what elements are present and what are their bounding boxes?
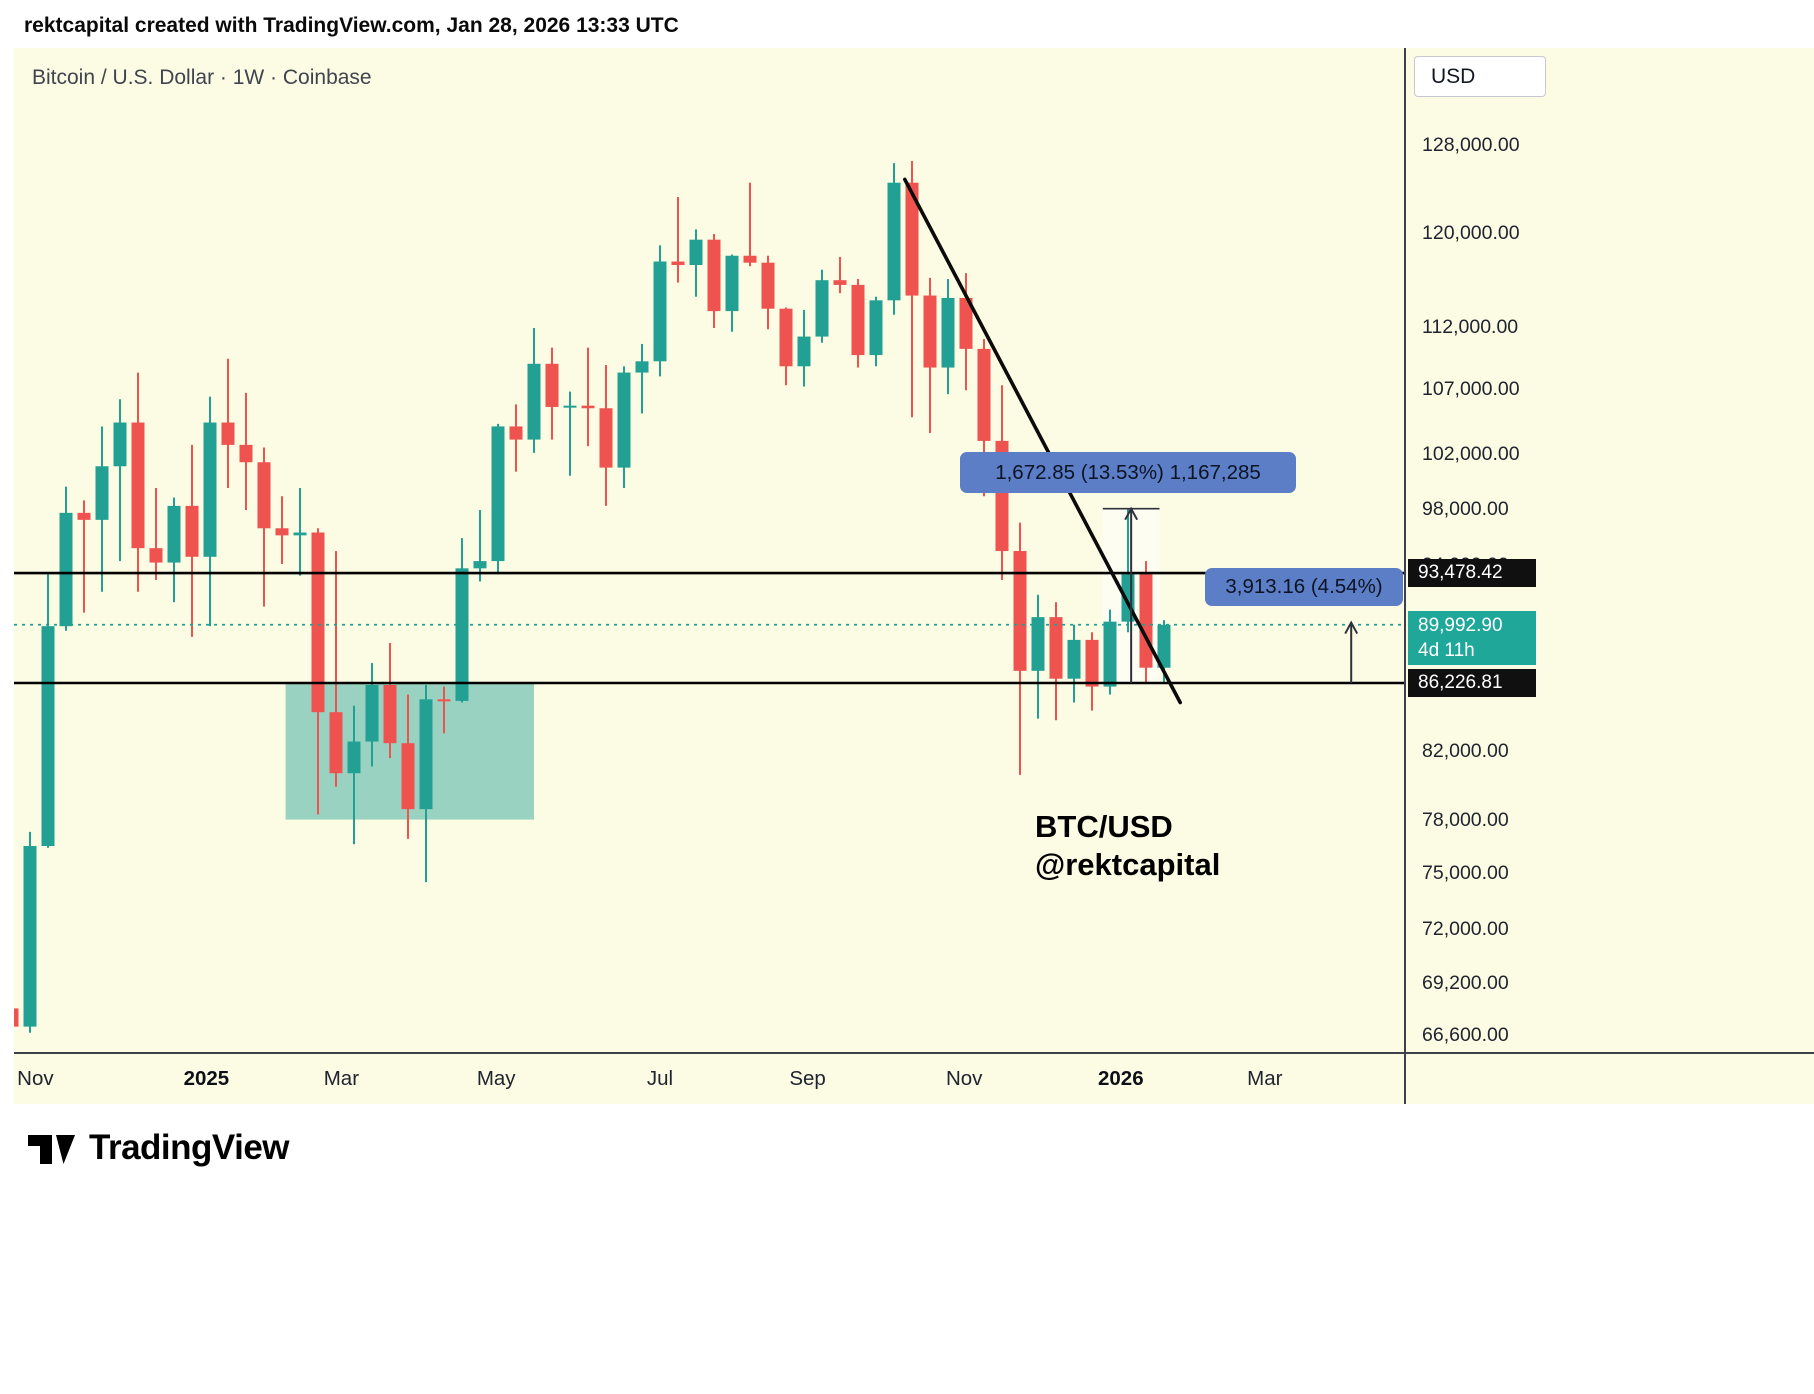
annotation-line1: BTC/USD [1035,809,1173,844]
time-tick: Nov [945,1067,983,1090]
price-axis[interactable]: USD 128,000.00 120,000.00 112,000.00 107,00… [1404,48,1814,1104]
candle-countdown: 4d 11h [1418,639,1475,661]
candlestick-chart[interactable] [14,48,1404,1052]
time-tick: 2025 [183,1067,230,1090]
price-tick: 66,600.00 [1422,1023,1509,1046]
tradingview-logo-icon [28,1135,75,1164]
time-tick: Jul [646,1067,674,1090]
price-tick: 112,000.00 [1422,315,1519,338]
price-tick: 75,000.00 [1422,861,1509,884]
price-tick: 69,200.00 [1422,971,1509,994]
time-tick: 2026 [1097,1067,1144,1090]
tradingview-logo[interactable]: TradingView [28,1122,290,1174]
price-tick: 78,000.00 [1422,808,1509,831]
price-tick: 128,000.00 [1422,133,1520,156]
price-range-arrow-head[interactable] [1124,506,1139,521]
price-range-measure-label: 1,672.85 (13.53%) 1,167,285 [960,452,1296,493]
current-price-badge[interactable]: 89,992.90 4d 11h [1408,610,1536,665]
time-tick: May [476,1067,516,1090]
price-tick: 98,000.00 [1422,497,1509,520]
currency-usd-button[interactable]: USD [1414,56,1546,97]
price-tick: 120,000.00 [1422,221,1520,244]
price-tick: 102,000.00 [1422,443,1520,466]
time-tick: Nov [17,1067,54,1090]
time-tick: Mar [1247,1067,1283,1090]
target-measure-label: 3,913.16 (4.54%) [1205,568,1403,606]
price-tick: 72,000.00 [1422,917,1509,940]
time-tick: Sep [789,1067,826,1090]
price-tick: 107,000.00 [1422,378,1520,400]
target-measure-arrow-head[interactable] [1344,620,1359,635]
tradingview-logo-text: TradingView [89,1128,290,1167]
attribution-text: rektcapital created with TradingView.com… [24,14,679,37]
chart-area[interactable]: Bitcoin / U.S. Dollar · 1W · Coinbase 1,… [14,48,1814,1104]
candles[interactable] [14,160,1171,1052]
downtrend-line[interactable] [902,177,1182,705]
price-tick: 82,000.00 [1422,740,1509,763]
current-price-value: 89,992.90 [1418,614,1503,636]
symbol-title[interactable]: Bitcoin / U.S. Dollar · 1W · Coinbase [32,66,372,89]
support-price-badge[interactable]: 86,226.81 [1408,669,1536,697]
time-tick: Mar [323,1067,360,1090]
resistance-price-badge[interactable]: 93,478.42 [1408,559,1536,588]
chart-annotation: BTC/USD @rektcapital [1035,808,1220,884]
annotation-line2: @rektcapital [1035,847,1221,882]
time-axis[interactable]: Nov 2025 Mar May Jul Sep Nov 2026 Mar [14,1052,1814,1104]
